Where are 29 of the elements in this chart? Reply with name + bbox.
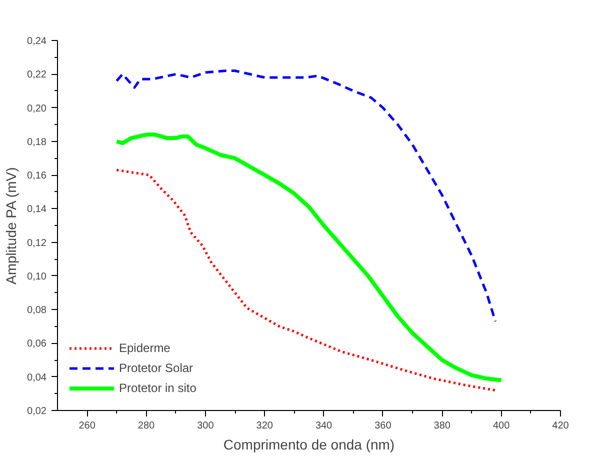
x-tick-label: 260 <box>78 420 96 432</box>
line-series <box>114 132 504 382</box>
y-tick-label: 0,10 <box>27 271 47 282</box>
x-tick-label: 300 <box>197 420 214 432</box>
line-series <box>115 70 497 323</box>
x-tick-label: 400 <box>492 420 510 432</box>
y-tick-label: 0,08 <box>27 305 47 316</box>
y-tick-label: 0,16 <box>27 170 47 182</box>
y-tick-label: 0,12 <box>27 238 47 249</box>
y-tick-label: 0,18 <box>27 136 47 148</box>
x-tick-label: 360 <box>374 420 392 432</box>
legend-label: Protetor in sito <box>119 381 196 395</box>
legend-label: Epiderme <box>119 341 170 355</box>
x-tick-label: 420 <box>552 420 570 432</box>
x-tick-label: 380 <box>434 420 451 432</box>
y-tick-label: 0,20 <box>27 103 47 114</box>
y-tick-label: 0,04 <box>27 372 47 384</box>
x-tick-label: 340 <box>315 420 333 432</box>
y-tick-label: 0,14 <box>27 204 47 216</box>
y-tick-label: 0,02 <box>27 406 47 417</box>
x-tick-label: 320 <box>256 420 274 432</box>
y-tick-label: 0,06 <box>27 338 47 350</box>
legend-label: Protetor Solar <box>119 361 194 375</box>
x-axis-title: Comprimento de onda (nm) <box>223 436 395 452</box>
y-axis-title: Amplitude PA (mV) <box>3 167 20 284</box>
y-tick-label: 0,24 <box>27 36 47 47</box>
line-series <box>115 168 497 392</box>
y-tick-label: 0,22 <box>27 70 47 81</box>
x-tick-label: 280 <box>138 420 156 432</box>
